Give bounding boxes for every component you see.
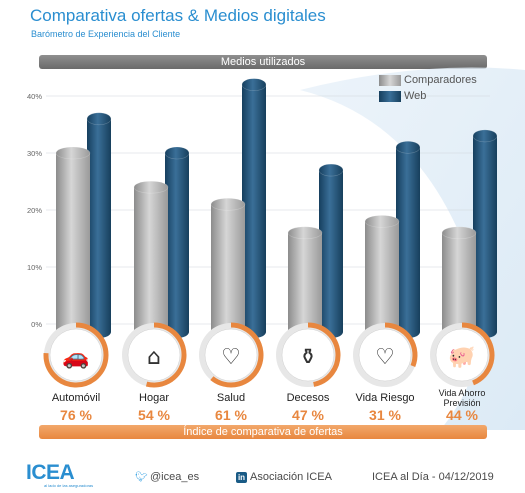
heart-icon: ♡: [221, 345, 241, 370]
y-tick-label: 10%: [27, 263, 42, 272]
index-ring-arc: [43, 322, 109, 388]
linkedin-icon: in: [236, 472, 247, 483]
index-value-label: 54 %: [138, 407, 170, 423]
y-tick-label: 20%: [27, 206, 42, 215]
icea-logo-tagline: al lado de las aseguradoras: [44, 483, 94, 488]
index-value-label: 47 %: [292, 407, 324, 423]
bar-comparadores-2: [210, 198, 246, 338]
y-tick-label: 40%: [27, 92, 42, 101]
legend-label-comparadores: Comparadores: [404, 74, 477, 86]
page-subtitle: Barómetro de Experiencia del Cliente: [31, 29, 181, 39]
bar-comparadores-1: [133, 180, 169, 338]
index-item-1: ⌂ Hogar 54 %: [122, 322, 187, 423]
bar-web-3: [318, 163, 344, 338]
footer: ICEA al lado de las aseguradoras 🐦︎ @icea…: [0, 456, 525, 493]
footer-date: ICEA al Día - 04/12/2019: [372, 471, 494, 483]
category-label: Decesos: [287, 392, 330, 404]
page-title: Comparativa ofertas & Medios digitales: [30, 6, 326, 25]
linkedin-link[interactable]: in Asociación ICEA: [236, 471, 332, 483]
chart-legend: Comparadores Web: [379, 72, 477, 104]
index-ring-arc: [145, 322, 187, 388]
house-icon: ⌂: [147, 345, 161, 370]
twitter-text: @icea_es: [150, 471, 200, 483]
bar-web-5: [472, 129, 498, 338]
bar-web-2: [241, 78, 267, 338]
category-label: Automóvil: [52, 392, 100, 404]
index-ring-arc: [461, 322, 495, 386]
legend-item-web: Web: [379, 88, 477, 104]
index-ring-arc: [307, 322, 341, 387]
piggy-bank-icon: 🐖: [448, 345, 475, 370]
bar-comparadores-5: [441, 226, 477, 338]
index-item-3: ⚱ Decesos 47 %: [276, 322, 341, 423]
icea-logo: ICEA: [26, 461, 75, 484]
category-label: Previsión: [443, 398, 480, 408]
twitter-handle[interactable]: 🐦︎ @icea_es: [135, 471, 199, 483]
bar-comparadores-3: [287, 226, 323, 338]
car-icon: 🚗: [62, 345, 89, 370]
coffin-icon: ⚱: [299, 345, 317, 370]
index-item-4: ♡ Vida Riesgo 31 %: [353, 322, 418, 423]
banner-medios-utilizados: Medios utilizados: [39, 55, 487, 69]
legend-swatch-web: [379, 90, 401, 102]
bar-comparadores-0: [55, 146, 91, 338]
index-ring-arc: [384, 322, 418, 367]
index-ring-arc: [210, 322, 264, 388]
twitter-icon: 🐦︎: [135, 472, 148, 483]
category-label: Vida Riesgo: [355, 392, 414, 404]
y-tick-label: 30%: [27, 149, 42, 158]
linkedin-text: Asociación ICEA: [250, 471, 332, 483]
category-label: Salud: [217, 392, 245, 404]
category-label: Vida Ahorro: [439, 388, 486, 398]
bar-web-4: [395, 141, 421, 338]
index-value-label: 76 %: [60, 407, 92, 423]
category-label: Hogar: [139, 392, 169, 404]
bar-web-0: [86, 112, 112, 338]
index-value-label: 61 %: [215, 407, 247, 423]
y-tick-label: 0%: [31, 320, 42, 329]
heart-dice-icon: ♡: [375, 345, 395, 370]
index-value-label: 44 %: [446, 407, 478, 423]
legend-swatch-comparadores: [379, 74, 401, 86]
index-item-0: 🚗 Automóvil 76 %: [43, 322, 109, 423]
index-item-2: ♡ Salud 61 %: [199, 322, 264, 423]
bar-comparadores-4: [364, 215, 400, 338]
bar-web-1: [164, 146, 190, 338]
legend-item-comparadores: Comparadores: [379, 72, 477, 88]
banner-indice-comparativa: Índice de comparativa de ofertas: [39, 425, 487, 439]
legend-label-web: Web: [404, 90, 427, 102]
index-value-label: 31 %: [369, 407, 401, 423]
